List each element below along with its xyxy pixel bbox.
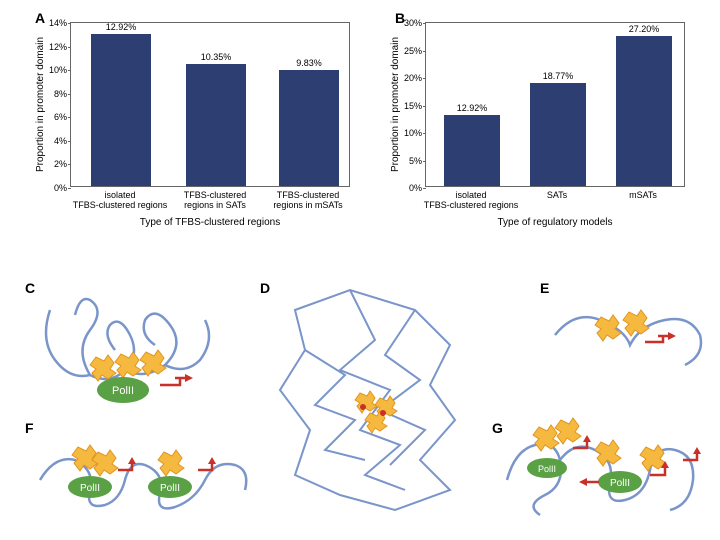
y-axis-title: Proportion in promoter domain xyxy=(35,22,46,187)
chart-b: 0%5%10%15%20%25%30%12.92%18.77%27.20%iso… xyxy=(425,22,685,247)
bar xyxy=(91,34,151,186)
y-tick-label: 2% xyxy=(54,159,71,169)
y-tick-label: 10% xyxy=(49,65,71,75)
bar xyxy=(530,83,586,186)
diagram-f: PolII PolII xyxy=(30,425,255,530)
y-tick-label: 6% xyxy=(54,112,71,122)
y-tick-label: 14% xyxy=(49,18,71,28)
x-axis-title: Type of regulatory models xyxy=(425,217,685,228)
bar-value-label: 10.35% xyxy=(201,52,232,62)
pol2-label: PolII xyxy=(80,483,100,494)
diagram-c: PolII xyxy=(35,290,225,410)
bar-value-label: 12.92% xyxy=(106,22,137,32)
bar xyxy=(186,64,246,186)
y-tick-label: 5% xyxy=(409,156,426,166)
y-tick-label: 12% xyxy=(49,42,71,52)
tf-star xyxy=(555,418,581,444)
bar xyxy=(616,36,672,186)
chart-plot-area: 0%2%4%6%8%10%12%14%12.92%10.35%9.83% xyxy=(70,22,350,187)
y-tick-label: 30% xyxy=(404,18,426,28)
diagram-d xyxy=(255,275,490,525)
pol2-label: PolII xyxy=(610,478,630,489)
y-tick-label: 0% xyxy=(54,183,71,193)
y-tick-label: 10% xyxy=(404,128,426,138)
x-category-label: isolatedTFBS-clustered regions xyxy=(70,191,170,211)
x-category-label: isolatedTFBS-clustered regions xyxy=(421,191,521,211)
y-tick-label: 20% xyxy=(404,73,426,83)
chart-plot-area: 0%5%10%15%20%25%30%12.92%18.77%27.20% xyxy=(425,22,685,187)
panel-label-c: C xyxy=(25,280,35,296)
bar xyxy=(279,70,339,186)
x-category-label: SATs xyxy=(507,191,607,201)
x-axis-title: Type of TFBS-clustered regions xyxy=(70,217,350,228)
bar-value-label: 18.77% xyxy=(543,71,574,81)
y-tick-label: 4% xyxy=(54,136,71,146)
bar xyxy=(444,115,500,186)
diagram-g: PolII PolII xyxy=(495,410,715,535)
x-category-label: mSATs xyxy=(593,191,693,201)
tf-star xyxy=(533,425,559,451)
y-axis-title: Proportion in promoter domain xyxy=(390,22,401,187)
y-tick-label: 15% xyxy=(404,101,426,111)
y-tick-label: 25% xyxy=(404,46,426,56)
tf-star xyxy=(158,450,184,476)
pol2-label: PolII xyxy=(160,483,180,494)
bar-value-label: 9.83% xyxy=(296,58,322,68)
chart-a: 0%2%4%6%8%10%12%14%12.92%10.35%9.83%isol… xyxy=(70,22,350,247)
pol2-label: PolII xyxy=(538,464,556,474)
bar-value-label: 27.20% xyxy=(629,24,660,34)
arrow xyxy=(645,336,668,342)
arrow xyxy=(160,378,185,385)
diagram-e xyxy=(545,290,710,380)
x-category-label: TFBS-clusteredregions in mSATs xyxy=(258,191,358,211)
tf-star xyxy=(623,310,649,336)
x-category-label: TFBS-clusteredregions in SATs xyxy=(165,191,265,211)
y-tick-label: 8% xyxy=(54,89,71,99)
tf-cluster xyxy=(90,350,166,381)
pol2-label: PolII xyxy=(112,385,134,397)
bar-value-label: 12.92% xyxy=(457,103,488,113)
